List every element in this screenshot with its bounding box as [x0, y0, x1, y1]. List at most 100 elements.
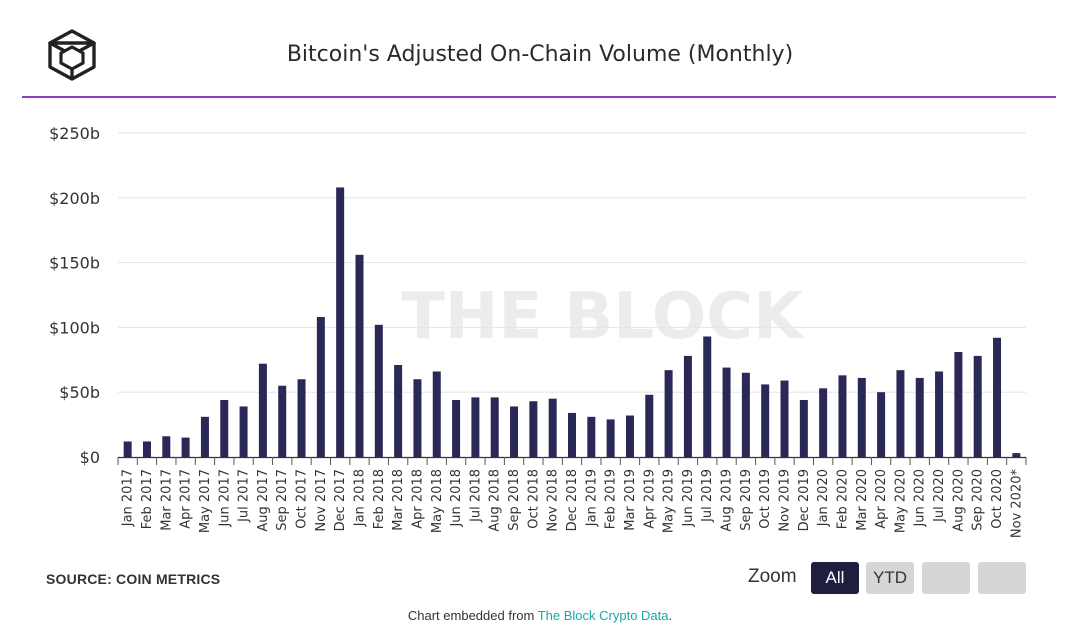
x-tick-label: Jul 2018 — [468, 469, 483, 523]
zoom-all-button[interactable]: All — [811, 562, 859, 594]
bar — [529, 401, 538, 457]
bar — [548, 398, 557, 457]
x-tick-label: Aug 2017 — [256, 469, 271, 532]
x-tick-label: Nov 2018 — [546, 469, 561, 532]
bar — [394, 364, 403, 457]
bar — [181, 437, 190, 457]
x-tick-label: Nov 2019 — [778, 469, 793, 532]
y-tick-label: $100b — [49, 318, 100, 337]
x-tick-label: Aug 2019 — [720, 469, 735, 532]
x-tick-label: Oct 2019 — [758, 469, 773, 529]
zoom-label: Zoom — [748, 566, 797, 587]
x-tick-label: Jan 2020 — [816, 469, 831, 527]
bar — [278, 385, 287, 457]
x-tick-label: Mar 2020 — [855, 469, 870, 531]
x-tick-label: Dec 2019 — [797, 469, 812, 531]
bar — [877, 392, 886, 457]
bar — [258, 363, 267, 457]
bar — [200, 416, 209, 457]
embed-suffix: . — [668, 608, 673, 623]
bar — [683, 355, 692, 457]
bar — [568, 412, 576, 457]
y-tick-label: $50b — [59, 383, 100, 402]
bar — [838, 375, 847, 457]
y-tick-label: $150b — [49, 254, 100, 273]
title-divider — [22, 96, 1056, 98]
x-tick-label: Jan 2019 — [584, 469, 599, 527]
x-tick-label: Apr 2019 — [642, 469, 657, 529]
bar — [432, 371, 441, 457]
x-tick-label: Jan 2017 — [121, 469, 136, 527]
x-tick-label: May 2018 — [430, 469, 445, 533]
the-block-cube-logo-icon — [48, 29, 96, 81]
bar — [664, 370, 673, 457]
x-tick-label: Apr 2018 — [410, 469, 425, 529]
bar — [915, 377, 924, 457]
bar — [316, 317, 325, 457]
x-tick-label: Jul 2019 — [700, 469, 715, 523]
x-tick-label: Jun 2019 — [681, 469, 696, 528]
x-tick-label: May 2020 — [893, 469, 908, 533]
embed-link[interactable]: The Block Crypto Data — [537, 608, 669, 623]
bar — [1012, 453, 1021, 457]
x-tick-label: Nov 2020* — [1009, 469, 1024, 539]
bar — [645, 394, 654, 457]
bar — [374, 324, 383, 457]
x-tick-label: Feb 2020 — [835, 469, 850, 529]
bar — [510, 406, 519, 457]
bar — [857, 377, 866, 457]
x-tick-label: Aug 2018 — [488, 469, 503, 532]
bar — [761, 384, 770, 457]
x-tick-label: Jun 2018 — [449, 469, 464, 528]
bar — [896, 370, 905, 457]
bar — [297, 379, 306, 457]
watermark-text: THE BLOCK — [401, 280, 805, 354]
x-tick-label: May 2017 — [198, 469, 213, 533]
bar — [452, 399, 461, 457]
bar — [993, 337, 1002, 457]
x-tick-label: Jun 2020 — [913, 469, 928, 528]
x-tick-label: Oct 2020 — [990, 469, 1005, 529]
zoom-range-button[interactable] — [922, 562, 970, 594]
bar — [973, 355, 982, 457]
zoom-range-button[interactable] — [978, 562, 1026, 594]
bar — [587, 416, 596, 457]
y-tick-label: $200b — [49, 189, 100, 208]
bar — [954, 352, 963, 457]
x-tick-label: Jan 2018 — [352, 469, 367, 527]
x-tick-label: Mar 2017 — [159, 469, 174, 531]
x-tick-label: Apr 2020 — [874, 469, 889, 529]
x-tick-label: Sep 2020 — [971, 469, 986, 531]
x-tick-label: Oct 2018 — [526, 469, 541, 529]
bar — [780, 380, 789, 457]
y-tick-label: $250b — [49, 124, 100, 143]
zoom-ytd-button[interactable]: YTD — [866, 562, 914, 594]
x-tick-label: Feb 2018 — [372, 469, 387, 529]
x-tick-label: Aug 2020 — [951, 469, 966, 532]
bar — [142, 441, 151, 457]
bar — [799, 399, 808, 457]
x-tick-label: Jul 2017 — [237, 469, 252, 523]
x-tick-label: Feb 2017 — [140, 469, 155, 529]
embed-credit: Chart embedded from The Block Crypto Dat… — [0, 608, 1080, 623]
embed-prefix: Chart embedded from — [407, 608, 538, 623]
bar — [606, 419, 615, 457]
bar — [819, 388, 828, 457]
bar — [413, 379, 422, 457]
x-tick-label: Oct 2017 — [295, 469, 310, 529]
source-label: SOURCE: COIN METRICS — [46, 571, 221, 587]
bar — [471, 397, 480, 457]
bar — [355, 254, 364, 457]
bar — [162, 436, 171, 457]
bar — [935, 371, 944, 457]
x-tick-label: Dec 2018 — [565, 469, 580, 531]
x-tick-label: Sep 2019 — [739, 469, 754, 531]
x-tick-label: Mar 2019 — [623, 469, 638, 531]
x-tick-label: Feb 2019 — [604, 469, 619, 529]
bar — [490, 397, 499, 457]
chart-title: Bitcoin's Adjusted On-Chain Volume (Mont… — [286, 42, 794, 67]
x-tick-label: Nov 2017 — [314, 469, 329, 532]
x-tick-label: May 2019 — [662, 469, 677, 533]
bar — [123, 441, 132, 457]
